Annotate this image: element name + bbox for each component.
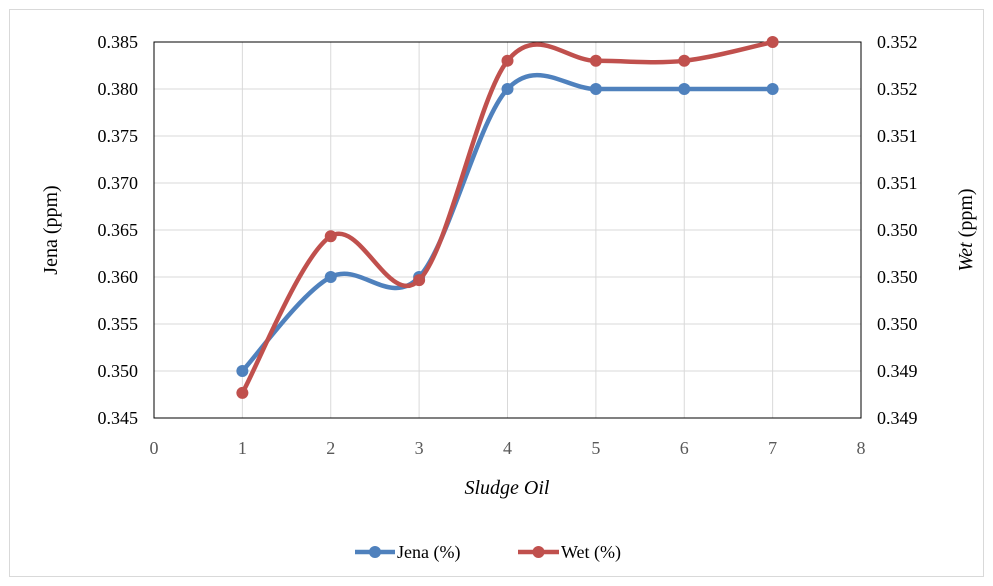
y-tick-label: 0.355: [98, 314, 139, 334]
data-point: [589, 54, 602, 67]
data-point: [501, 54, 514, 67]
legend-swatch-marker: [532, 546, 545, 558]
x-tick-label: 2: [326, 438, 335, 458]
x-axis-title: Sludge Oil: [465, 477, 550, 499]
plot-area-border: [153, 41, 862, 419]
data-point: [766, 36, 779, 48]
x-tick-label: 7: [768, 438, 777, 458]
y2-tick-label: 0.350: [877, 267, 918, 287]
data-point: [324, 271, 337, 283]
y2-tick-label: 0.349: [877, 361, 918, 381]
x-tick-label: 4: [503, 438, 512, 458]
y-tick-label: 0.375: [98, 126, 139, 146]
data-point: [236, 365, 249, 377]
x-tick-label: 5: [591, 438, 600, 458]
x-tick-label: 3: [415, 438, 424, 458]
series-2: [236, 36, 779, 399]
y2-axis-title-unit: (ppm): [955, 188, 977, 242]
legend: Jena (%) Wet (%): [355, 542, 621, 563]
y-tick-label: 0.360: [98, 267, 139, 287]
data-point: [236, 386, 249, 399]
legend-label: Jena (%): [397, 542, 460, 563]
y-tick-label: 0.385: [98, 32, 139, 52]
legend-item: Wet (%): [518, 542, 621, 563]
y-tick-label: 0.365: [98, 220, 139, 240]
data-point: [501, 83, 514, 95]
y2-tick-label: 0.349: [877, 408, 918, 428]
series-layer: [236, 36, 779, 399]
y2-tick-label: 0.351: [877, 126, 918, 146]
series-1: [236, 72, 779, 377]
y2-tick-label: 0.351: [877, 173, 918, 193]
x-tick-label: 0: [150, 438, 159, 458]
x-tick-label: 8: [857, 438, 866, 458]
data-point: [766, 83, 779, 95]
y-tick-label: 0.345: [98, 408, 139, 428]
y2-axis-title-italic: Wet: [955, 242, 977, 272]
data-point: [324, 230, 337, 243]
y2-tick-label: 0.350: [877, 314, 918, 334]
x-tick-label: 1: [238, 438, 247, 458]
data-point: [678, 83, 691, 95]
legend-swatch-marker: [369, 546, 381, 558]
x-tick-label: 6: [680, 438, 689, 458]
data-point: [413, 274, 426, 287]
y2-axis-title: Wet (ppm): [955, 188, 977, 271]
y-axis-title: Jena (ppm): [40, 185, 62, 274]
y-tick-label: 0.350: [98, 361, 139, 381]
data-point: [678, 54, 691, 67]
legend-item: Jena (%): [355, 542, 460, 563]
y2-tick-label: 0.352: [877, 32, 918, 52]
legend-label: Wet (%): [561, 542, 621, 563]
y2-tick-label: 0.352: [877, 79, 918, 99]
x-axis-ticks: 0 1 2 3 4 5 6 7 8: [150, 438, 866, 458]
y2-tick-label: 0.350: [877, 220, 918, 240]
left-axis-ticks: 0.345 0.350 0.355 0.360 0.365 0.370 0.375 0.380…: [98, 32, 139, 428]
data-point: [589, 83, 602, 95]
right-axis-ticks: 0.349 0.349 0.350 0.350 0.350 0.351 0.351 0.352…: [877, 32, 918, 428]
y-tick-label: 0.370: [98, 173, 139, 193]
y-tick-label: 0.380: [98, 79, 139, 99]
